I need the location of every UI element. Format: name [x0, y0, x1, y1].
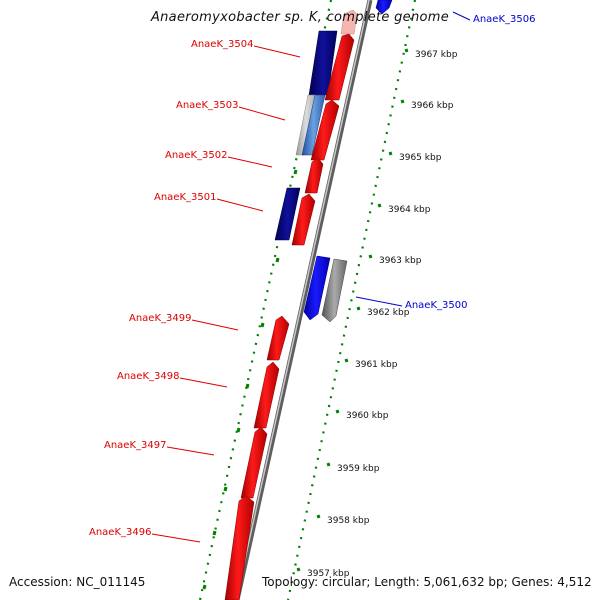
label-leader-line [151, 533, 201, 543]
scale-tick-label: 3967 kbp [415, 50, 458, 60]
scale-tick-label: 3959 kbp [337, 464, 380, 474]
gene-feature-anaek-3499[interactable] [266, 315, 290, 361]
gene-feature-anaek-3503[interactable] [301, 94, 326, 156]
inner-lane-features [266, 30, 338, 361]
label-leader-line [179, 377, 228, 388]
label-leader-line [253, 45, 301, 58]
scale-tick-label: 3958 kbp [327, 516, 370, 526]
gene-feature-anaek-3503-arrow[interactable] [310, 99, 340, 161]
label-leader-line [216, 198, 264, 212]
track-dash [236, 427, 241, 433]
scale-tick-mark [344, 358, 349, 363]
gene-label-anaek-3501[interactable]: AnaeK_3501 [154, 192, 216, 203]
gene-feature-anaek-3501-arrow[interactable] [291, 193, 316, 246]
gene-label-anaek-3498[interactable]: AnaeK_3498 [117, 371, 179, 382]
scale-tick-label: 3957 kbp [307, 569, 350, 579]
scale-tick-mark [377, 203, 382, 208]
map-title: Anaeromyxobacter sp. K, complete genome [150, 10, 450, 25]
label-leader-line [452, 11, 471, 21]
track-dash [275, 257, 280, 263]
gene-feature-anaek-3501[interactable] [274, 187, 301, 241]
gene-feature-anaek-3498[interactable] [253, 361, 280, 429]
gene-feature-top[interactable] [340, 9, 358, 35]
label-leader-lines [151, 11, 471, 543]
scale-tick-mark [400, 99, 405, 104]
scale-tick-mark [356, 306, 361, 311]
scale-tick-mark [316, 514, 321, 519]
track-dash [202, 584, 207, 590]
scale-tick-label: 3966 kbp [411, 101, 454, 111]
inner-dotted-track [198, 0, 333, 600]
scale-tick-label: 3963 kbp [379, 256, 422, 266]
gene-feature-anaek-3500-blue[interactable] [303, 255, 331, 321]
scale-ticks: 3967 kbp 3966 kbp 3965 kbp 3964 kbp 3963 kbp… [296, 48, 458, 579]
scale-tick-mark [388, 151, 393, 156]
forward-strand-features [224, 9, 358, 600]
genome-summary-text: Topology: circular; Length: 5,061,632 bp… [262, 575, 592, 589]
gene-feature-anaek-3496[interactable] [224, 495, 255, 600]
gene-label-anaek-3499[interactable]: AnaeK_3499 [129, 313, 191, 324]
track-dash [212, 530, 217, 536]
scale-tick-mark [335, 409, 340, 414]
gene-feature-anaek-3500[interactable] [321, 258, 348, 323]
scale-tick-label: 3961 kbp [355, 360, 398, 370]
scale-tick-mark [326, 462, 331, 467]
label-leader-line [227, 156, 273, 168]
label-leader-line [238, 106, 286, 121]
gene-feature-anaek-3506[interactable] [375, 0, 393, 15]
gene-label-anaek-3502[interactable]: AnaeK_3502 [165, 150, 227, 161]
genome-backbone [234, 0, 373, 600]
scale-tick-label: 3962 kbp [367, 308, 410, 318]
track-dash [260, 322, 265, 328]
genome-backbone-highlight [235, 0, 370, 600]
gene-label-anaek-3503[interactable]: AnaeK_3503 [176, 100, 238, 111]
gene-feature-anaek-3502[interactable] [304, 157, 324, 194]
gene-labels: AnaeK_3504 AnaeK_3503 AnaeK_3502 AnaeK_3501… [89, 14, 535, 538]
track-dash [245, 383, 250, 389]
accession-text: Accession: NC_011145 [9, 575, 146, 589]
track-dash [293, 169, 298, 175]
gene-label-anaek-3496[interactable]: AnaeK_3496 [89, 527, 151, 538]
gene-feature-anaek-3497[interactable] [240, 426, 268, 499]
outer-dotted-track [286, 0, 417, 600]
reverse-strand-features [303, 0, 393, 323]
gene-feature-anaek-3504-arrow[interactable] [324, 33, 355, 101]
gene-label-anaek-3500[interactable]: AnaeK_3500 [405, 300, 467, 311]
gene-label-anaek-3504[interactable]: AnaeK_3504 [191, 39, 253, 50]
track-dash [223, 486, 228, 492]
scale-tick-mark [368, 254, 373, 259]
scale-tick-label: 3964 kbp [388, 205, 431, 215]
scale-tick-label: 3960 kbp [346, 411, 389, 421]
scale-tick-mark [404, 48, 409, 53]
gene-label-anaek-3506[interactable]: AnaeK_3506 [473, 14, 535, 25]
label-leader-line [355, 296, 403, 307]
scale-tick-label: 3965 kbp [399, 153, 442, 163]
scale-tick-mark [296, 567, 301, 572]
gene-label-anaek-3497[interactable]: AnaeK_3497 [104, 440, 166, 451]
label-leader-line [166, 446, 215, 456]
label-leader-line [191, 319, 239, 331]
